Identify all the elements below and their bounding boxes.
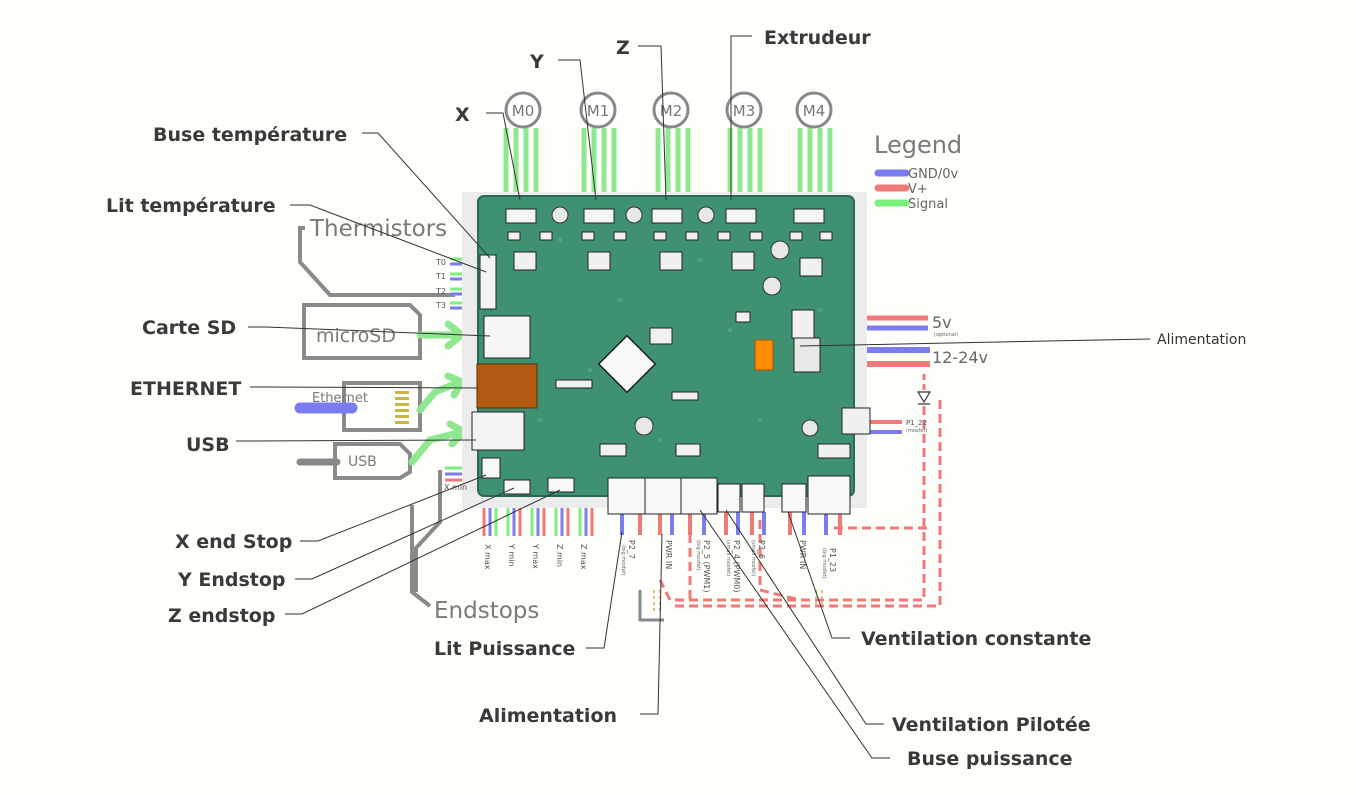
pin-y-min: Y min bbox=[507, 543, 516, 567]
pin-p2-4-note: (small mosfet) bbox=[725, 540, 731, 576]
thermistors-title: Thermistors bbox=[309, 216, 447, 242]
callout-usb: USB bbox=[186, 434, 230, 456]
thermistor-t0: T0 bbox=[435, 258, 446, 267]
power-labels: 5v (optional) 12-24v P1_22 (mosfet) bbox=[906, 313, 988, 434]
motor-m4: M4 bbox=[795, 91, 833, 129]
p1-22-label: P1_22 bbox=[906, 419, 927, 427]
bottom-power-wires bbox=[620, 512, 842, 535]
ethernet-label: Ethernet bbox=[312, 391, 368, 406]
thermistor-t2: T2 bbox=[435, 287, 446, 296]
callout-extrudeur: Extrudeur bbox=[764, 27, 871, 49]
legend-title: Legend bbox=[874, 131, 962, 159]
power-12-24v: 12-24v bbox=[932, 348, 988, 367]
callout-y: Y bbox=[529, 51, 544, 73]
callout-labels: X Y Z Extrudeur Buse température Lit tem… bbox=[106, 27, 1246, 770]
pin-p2-5: P2_5 (PWM1) bbox=[702, 540, 711, 593]
callout-carte-sd: Carte SD bbox=[142, 317, 236, 339]
callout-alimentation-bottom: Alimentation bbox=[479, 705, 617, 727]
microsd-label: microSD bbox=[316, 325, 396, 347]
power-5v: 5v bbox=[932, 313, 952, 332]
callout-y-endstop: Y Endstop bbox=[177, 569, 286, 591]
thermistor-pin-labels: T0 T1 T2 T3 bbox=[435, 258, 446, 310]
power-5v-note: (optional) bbox=[934, 332, 958, 338]
pin-p1-23: P1_23 bbox=[828, 548, 837, 572]
pin-p2-7: P2_7 bbox=[627, 540, 636, 559]
pin-pwr-in-1: PWR IN bbox=[664, 540, 673, 569]
p1-22-note: (mosfet) bbox=[906, 428, 927, 434]
legend-vplus: V+ bbox=[908, 182, 928, 197]
pin-x-max: X max bbox=[483, 544, 492, 570]
motor-m0-label: M0 bbox=[512, 102, 535, 120]
motor-m3: M3 bbox=[725, 91, 763, 129]
pin-z-min: Z min bbox=[555, 544, 564, 567]
callout-alimentation-right: Alimentation bbox=[1157, 332, 1246, 348]
motor-m0: M0 bbox=[504, 91, 542, 129]
pin-y-max: Y max bbox=[531, 543, 540, 569]
gray-power-lead bbox=[638, 590, 664, 622]
motor-wires bbox=[503, 128, 833, 200]
thermistor-t1: T1 bbox=[435, 272, 446, 281]
leader-lines bbox=[236, 35, 1151, 759]
thermistor-t3: T3 bbox=[435, 301, 446, 310]
legend: Legend GND/0v V+ Signal bbox=[874, 131, 962, 212]
pin-p2-6-note: (small mosfet) bbox=[750, 540, 756, 576]
pin-z-max: Z max bbox=[579, 544, 588, 570]
ethernet-pins bbox=[395, 391, 409, 424]
callout-z-endstop: Z endstop bbox=[168, 605, 275, 627]
motor-m2-label: M2 bbox=[660, 102, 683, 120]
pcb-board bbox=[462, 192, 871, 515]
legend-signal: Signal bbox=[908, 197, 948, 212]
dashed-power-lines bbox=[658, 400, 942, 608]
callout-x: X bbox=[455, 104, 470, 126]
motor-m4-label: M4 bbox=[803, 102, 826, 120]
callout-lit-temperature: Lit température bbox=[106, 195, 276, 217]
motor-m3-label: M3 bbox=[733, 102, 756, 120]
pin-p2-5-note: (big mosfet) bbox=[695, 540, 701, 571]
pin-p2-7-note: (big mosfet) bbox=[620, 545, 626, 576]
callout-buse-puissance: Buse puissance bbox=[907, 748, 1073, 770]
pin-p2-4: P2_4 (PWM0) bbox=[732, 540, 741, 593]
usb-label: USB bbox=[348, 454, 377, 470]
callout-z: Z bbox=[616, 37, 630, 59]
callout-ventilation-constante: Ventilation constante bbox=[861, 628, 1091, 650]
endstop-pin-labels: X max Y min Y max Z min Z max bbox=[483, 543, 588, 570]
callout-x-end-stop: X end Stop bbox=[175, 531, 292, 553]
x-min-label: X min bbox=[444, 483, 467, 492]
callout-ventilation-pilotee: Ventilation Pilotée bbox=[892, 714, 1091, 736]
pin-p1-23-note: (big mosfet) bbox=[821, 548, 827, 579]
pin-p2-6: P2_6 bbox=[757, 540, 766, 559]
motor-m2: M2 bbox=[652, 91, 690, 129]
motor-m1: M1 bbox=[579, 91, 617, 129]
callout-buse-temperature: Buse température bbox=[153, 124, 347, 146]
legend-gnd: GND/0v bbox=[908, 167, 958, 182]
endstops-title: Endstops bbox=[434, 598, 539, 624]
callout-lit-puissance: Lit Puissance bbox=[434, 638, 575, 660]
motor-m1-label: M1 bbox=[587, 102, 610, 120]
bottom-pin-labels: P2_7 (big mosfet) PWR IN P2_5 (PWM1) (bi… bbox=[620, 540, 837, 593]
callout-ethernet: ETHERNET bbox=[130, 378, 241, 400]
